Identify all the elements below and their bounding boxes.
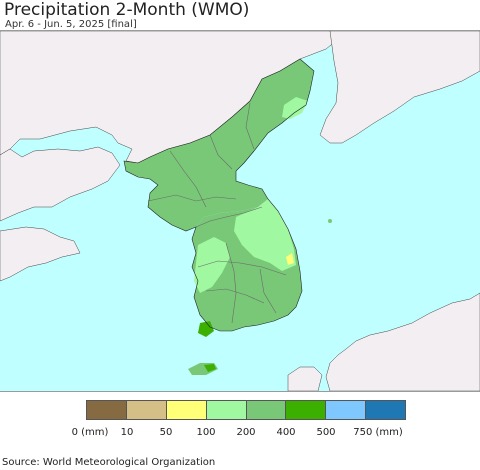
legend-label-7: 750 (mm)	[353, 427, 403, 438]
precipitation-map	[0, 30, 480, 392]
sk-light-east	[234, 199, 296, 271]
sk-light-west	[194, 237, 230, 293]
legend-swatch-2	[166, 401, 207, 419]
shandong-coast	[0, 226, 81, 282]
legend-swatch-1	[126, 401, 167, 419]
nk-light-patch	[282, 97, 308, 119]
legend-swatch-7	[366, 401, 405, 419]
legend-labels: 0 (mm) 10 50 100 200 400 500 750 (mm)	[0, 427, 480, 441]
legend-swatch-4	[246, 401, 287, 419]
sk-dark-green-tip	[198, 321, 214, 337]
japan-honshu	[325, 292, 480, 391]
legend-label-3: 100	[196, 427, 216, 438]
legend-label-1: 10	[120, 427, 134, 438]
jeju-dark	[204, 364, 216, 372]
legend-label-4: 200	[236, 427, 256, 438]
ulleung-island	[328, 219, 332, 223]
russia-far-east	[319, 31, 480, 144]
legend-label-2: 50	[159, 427, 173, 438]
admin-borders	[147, 102, 287, 324]
map-canvas	[0, 31, 480, 391]
liaodong-coast	[0, 146, 121, 222]
legend-swatch-3	[206, 401, 247, 419]
legend-label-6: 500	[316, 427, 336, 438]
japan-kyushu	[287, 366, 323, 391]
legend-swatch-5	[286, 401, 327, 419]
legend-label-5: 400	[276, 427, 296, 438]
map-title: Precipitation 2-Month (WMO)	[4, 0, 250, 20]
legend-swatch-0	[87, 401, 127, 419]
source-credit: Source: World Meteorological Organizatio…	[2, 457, 216, 468]
date-range-subtitle: Apr. 6 - Jun. 5, 2025 [final]	[5, 19, 137, 30]
coastline-outline	[123, 58, 315, 332]
legend-swatch-6	[326, 401, 367, 419]
sk-yellow-spot	[286, 253, 294, 265]
legend-color-bar	[86, 400, 406, 420]
north-korea	[124, 59, 314, 231]
legend-label-0: 0 (mm)	[71, 427, 109, 438]
